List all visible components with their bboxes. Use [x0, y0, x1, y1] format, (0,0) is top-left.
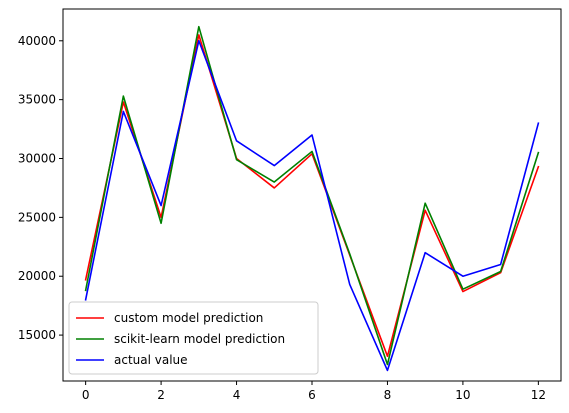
legend-box [68, 301, 319, 375]
plot-area [62, 8, 562, 382]
x-axis: 0 2 4 6 8 10 12 [82, 381, 546, 402]
x-tick-label: 6 [308, 388, 316, 402]
x-tick-label: 0 [82, 388, 90, 402]
x-tick-label: 4 [233, 388, 241, 402]
legend-label-1: scikit-learn model prediction [114, 332, 285, 346]
y-tick-label: 20000 [18, 269, 56, 283]
series-line-0 [84, 34, 540, 358]
legend: custom model prediction scikit-learn mode… [68, 301, 319, 375]
legend-label-0: custom model prediction [114, 311, 263, 325]
x-tick-label: 12 [531, 388, 546, 402]
y-tick-label: 30000 [18, 152, 56, 166]
y-tick-label: 40000 [18, 34, 56, 48]
x-tick-label: 10 [455, 388, 470, 402]
y-tick-label: 35000 [18, 93, 56, 107]
series-line-1 [84, 25, 540, 366]
y-tick-label: 15000 [18, 328, 56, 342]
x-tick-label: 2 [157, 388, 165, 402]
x-tick-label: 8 [384, 388, 392, 402]
series-line-2 [84, 39, 540, 372]
legend-label-2: actual value [114, 353, 188, 367]
y-tick-label: 25000 [18, 210, 56, 224]
y-axis: 15000 20000 25000 30000 35000 40000 [18, 34, 63, 342]
